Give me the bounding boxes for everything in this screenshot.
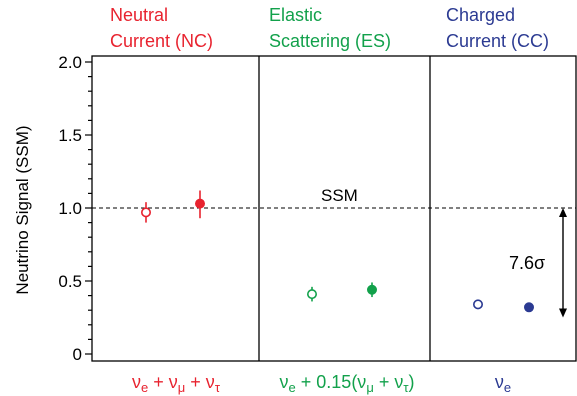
panel-title-es-line2: Scattering (ES) xyxy=(269,31,391,51)
sigma-arrow-head-top xyxy=(559,208,567,217)
data-point xyxy=(195,190,206,219)
sigma-label: 7.6σ xyxy=(509,253,545,273)
x-label-nc: νe + νμ + ντ xyxy=(132,372,221,395)
open-marker xyxy=(306,289,317,300)
x-label-cc: νe xyxy=(495,372,511,395)
data-point xyxy=(523,302,534,313)
filled-marker xyxy=(523,302,534,313)
data-point xyxy=(472,299,483,310)
y-tick-label: 0.5 xyxy=(58,272,82,291)
panel-title-cc-line2: Current (CC) xyxy=(446,31,549,51)
y-axis-label: Neutrino Signal (SSM) xyxy=(13,125,32,294)
sigma-arrow-head-bottom xyxy=(559,308,567,318)
panel-title-nc-line1: Neutral xyxy=(110,5,168,25)
open-marker xyxy=(141,207,152,218)
filled-marker xyxy=(366,284,377,295)
panel-title-cc-line1: Charged xyxy=(446,5,515,25)
ssm-label: SSM xyxy=(321,186,358,205)
y-axis-ticks: 0 0.5 1.0 1.5 2.0 xyxy=(58,53,92,364)
y-tick-label: 1.0 xyxy=(58,199,82,218)
filled-marker xyxy=(195,198,206,209)
x-label-es: νe + 0.15(νμ + ντ) xyxy=(280,372,415,395)
sigma-arrow xyxy=(559,208,567,318)
open-marker xyxy=(472,299,483,310)
panel-title-es-line1: Elastic xyxy=(269,5,322,25)
panel-title-nc-line2: Current (NC) xyxy=(110,31,213,51)
y-tick-label: 1.5 xyxy=(58,126,82,145)
data-point xyxy=(141,202,152,223)
data-point xyxy=(306,286,317,302)
y-tick-label: 0 xyxy=(73,345,82,364)
y-tick-label: 2.0 xyxy=(58,53,82,72)
data-point xyxy=(366,282,377,298)
data-points xyxy=(141,190,534,313)
